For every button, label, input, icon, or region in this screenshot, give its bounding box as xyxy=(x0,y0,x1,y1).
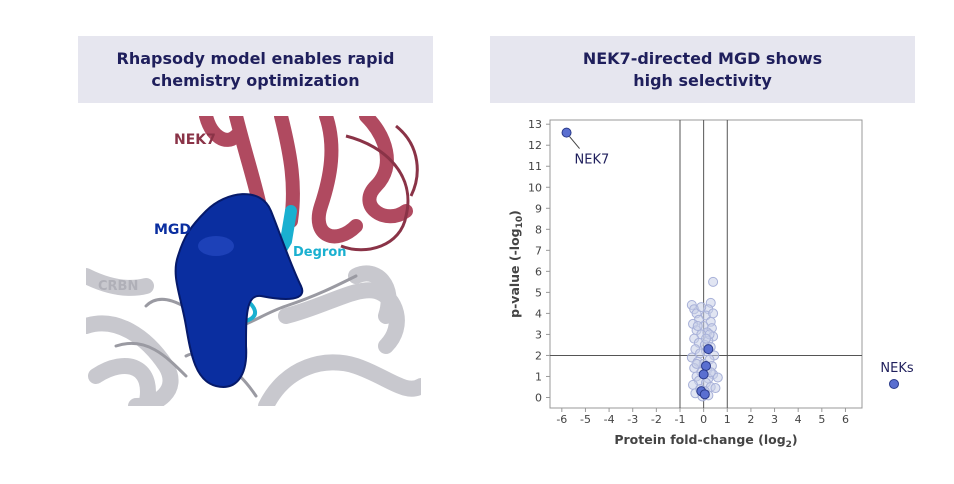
y-tick-label: 11 xyxy=(528,160,542,173)
nek-protein-point xyxy=(561,127,572,138)
protein-point xyxy=(696,302,707,313)
right-panel-title: NEK7-directed MGD shows high selectivity xyxy=(490,36,915,103)
legend-neks-marker xyxy=(889,379,899,389)
protein-point xyxy=(712,372,723,383)
crbn-ribbon xyxy=(86,265,421,406)
x-tick-label: 6 xyxy=(842,413,849,426)
x-tick-label: 3 xyxy=(771,413,778,426)
y-tick-label: 0 xyxy=(535,391,542,404)
protein-point xyxy=(708,276,719,287)
protein-point xyxy=(708,308,719,319)
legend-neks-label: NEKs xyxy=(880,361,913,376)
right-title-line-1: NEK7-directed MGD shows xyxy=(582,48,823,68)
x-tick-label: -4 xyxy=(604,413,615,426)
protein-point xyxy=(692,321,703,332)
protein-point xyxy=(695,348,706,359)
protein-point xyxy=(691,358,702,369)
y-tick-label: 6 xyxy=(535,265,542,278)
x-tick-label: 5 xyxy=(818,413,825,426)
y-tick-label: 4 xyxy=(535,307,542,320)
x-tick-label: -3 xyxy=(627,413,638,426)
y-tick-label: 7 xyxy=(535,244,542,257)
nek-protein-point xyxy=(698,369,709,380)
nek7-annotation-leader xyxy=(569,136,580,149)
x-tick-label: 4 xyxy=(795,413,802,426)
protein-point xyxy=(701,333,711,344)
volcano-plot: -6 -5 -4 -3 -2 -1 0 1 2 3 4 5 6012345678910111213NEK… xyxy=(507,118,914,450)
y-tick-label: 2 xyxy=(535,349,542,362)
left-title-line-1: Rhapsody model enables rapid xyxy=(116,48,395,68)
protein-point xyxy=(710,383,721,394)
protein-structure-image: NEK7 MGD Degron CRBN xyxy=(86,116,421,406)
crbn-structure-label: CRBN xyxy=(98,279,138,294)
nek-protein-point xyxy=(703,344,714,355)
nek-protein-point xyxy=(701,360,711,371)
y-tick-label: 10 xyxy=(528,181,542,194)
y-axis-label: p-value (-log10) xyxy=(507,210,525,318)
x-tick-label: -1 xyxy=(675,413,686,426)
y-tick-label: 1 xyxy=(535,370,542,383)
left-panel-title: Rhapsody model enables rapid chemistry o… xyxy=(78,36,433,103)
y-tick-label: 3 xyxy=(535,328,542,341)
y-tick-label: 9 xyxy=(535,202,542,215)
x-axis-label: Protein fold-change (log2) xyxy=(614,432,797,450)
x-tick-label: -5 xyxy=(580,413,591,426)
nek7-annotation-label: NEK7 xyxy=(575,153,610,168)
mgd-structure-label: MGD xyxy=(154,222,191,238)
x-tick-label: 1 xyxy=(724,413,731,426)
right-title-line-2: high selectivity xyxy=(633,70,772,90)
x-tick-label: -6 xyxy=(556,413,567,426)
x-tick-label: -2 xyxy=(651,413,662,426)
y-tick-label: 8 xyxy=(535,223,542,236)
y-tick-label: 12 xyxy=(528,139,542,152)
y-tick-label: 13 xyxy=(528,118,542,131)
degron-structure-label: Degron xyxy=(293,245,347,260)
y-tick-label: 5 xyxy=(535,286,542,299)
nek-protein-point xyxy=(699,389,710,400)
x-tick-label: 2 xyxy=(747,413,754,426)
left-title-line-2: chemistry optimization xyxy=(151,70,360,90)
x-tick-label: 0 xyxy=(700,413,707,426)
nek7-structure-label: NEK7 xyxy=(174,132,216,148)
